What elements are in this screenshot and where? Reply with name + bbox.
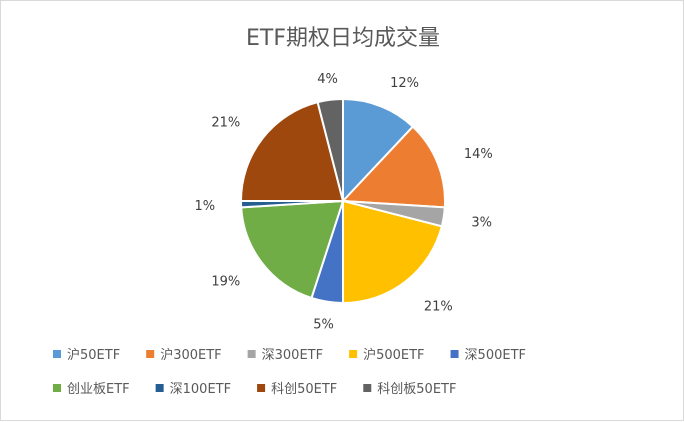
legend: 沪50ETF 沪300ETF 深300ETF 沪500ETF 深500ETF 创业板ETF… bbox=[53, 347, 526, 397]
pie-label-3: 3% bbox=[471, 215, 492, 230]
legend-swatch-7 bbox=[155, 384, 164, 392]
pie-labels: 12% 14% 3% 21% 5% 19% 1% 21% 4% bbox=[194, 72, 492, 333]
legend-swatch-4 bbox=[349, 350, 358, 358]
pie-label-6: 19% bbox=[211, 275, 240, 290]
legend-label-6: 创业板ETF bbox=[67, 382, 130, 397]
legend-label-2: 沪300ETF bbox=[160, 347, 221, 363]
pie-slice-9 bbox=[316, 97, 344, 202]
pie-slice-8 bbox=[239, 100, 345, 202]
legend-swatch-6 bbox=[53, 384, 61, 392]
pie-label-9: 4% bbox=[317, 72, 338, 87]
legend-swatch-3 bbox=[247, 350, 256, 358]
chart-title: ETF期权日均成交量 bbox=[246, 26, 440, 51]
legend-swatch-1 bbox=[53, 350, 61, 358]
legend-swatch-8 bbox=[257, 384, 266, 392]
legend-label-3: 深300ETF bbox=[262, 348, 323, 363]
pie-label-2: 14% bbox=[464, 147, 493, 162]
pie-label-1: 12% bbox=[390, 76, 419, 91]
pie-label-8: 21% bbox=[211, 115, 240, 130]
pie-slice-4 bbox=[342, 199, 444, 305]
legend-label-1: 沪50ETF bbox=[67, 347, 120, 363]
pie-label-4: 21% bbox=[424, 299, 453, 314]
pie-slice-6 bbox=[240, 199, 345, 300]
legend-label-4: 沪500ETF bbox=[363, 347, 424, 363]
legend-swatch-9 bbox=[363, 384, 372, 392]
legend-label-9: 科创板50ETF bbox=[377, 382, 456, 397]
pie-label-7: 1% bbox=[194, 199, 215, 214]
pie-slices bbox=[239, 97, 446, 305]
pie-slice-1 bbox=[342, 97, 415, 204]
legend-swatch-5 bbox=[450, 350, 459, 358]
pie-label-5: 5% bbox=[313, 318, 334, 333]
legend-label-7: 深100ETF bbox=[170, 382, 231, 397]
pie-slice-2 bbox=[340, 125, 446, 209]
legend-swatch-2 bbox=[146, 350, 155, 358]
legend-label-5: 深500ETF bbox=[465, 348, 526, 363]
legend-label-8: 科创50ETF bbox=[271, 382, 337, 397]
